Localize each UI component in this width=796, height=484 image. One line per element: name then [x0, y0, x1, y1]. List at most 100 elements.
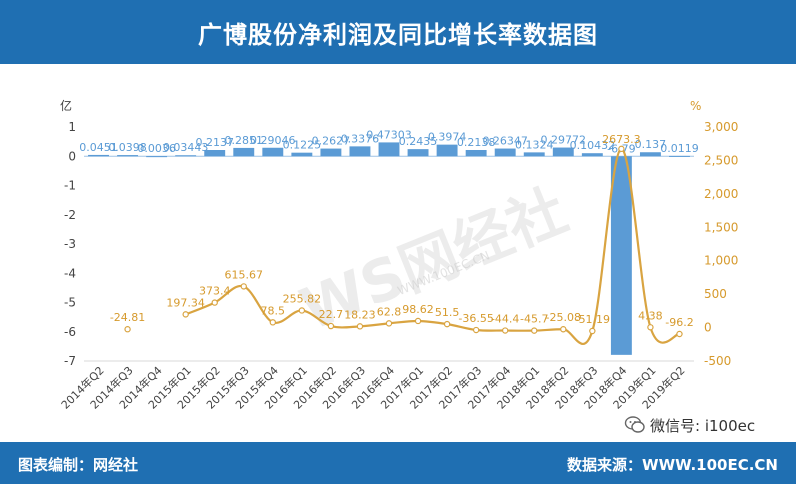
left-tick-label: -5 — [64, 296, 76, 310]
bar — [669, 155, 690, 157]
wechat-badge: 微信号: i100ec — [622, 412, 790, 438]
bar — [117, 155, 139, 157]
growth-value-label: 62.8 — [377, 305, 402, 318]
right-tick-label: -500 — [704, 354, 731, 368]
bar — [204, 149, 226, 157]
growth-value-label: 22.7 — [319, 308, 344, 321]
bar — [465, 149, 487, 157]
bar-value-label: 0.10432 — [570, 139, 616, 152]
bar — [552, 147, 574, 157]
bar — [494, 148, 516, 157]
bar-value-label: 0.2435 — [399, 135, 438, 148]
growth-point — [327, 322, 335, 330]
growth-point — [560, 326, 567, 333]
bar-value-label: 0.3974 — [428, 131, 467, 144]
right-tick-label: 1,000 — [704, 254, 738, 268]
right-tick-label: 3,000 — [704, 120, 738, 134]
growth-value-label: -51.19 — [575, 313, 610, 326]
bar-value-label: 0.0398 — [108, 141, 147, 154]
right-axis-unit: % — [690, 99, 701, 113]
bar — [320, 148, 342, 157]
growth-value-label: 2673.3 — [602, 133, 641, 146]
growth-value-label: 373.4 — [199, 285, 231, 298]
growth-value-label: -45.7 — [520, 313, 548, 326]
growth-point — [647, 324, 654, 331]
growth-point — [298, 307, 306, 314]
growth-value-label: 615.67 — [225, 268, 264, 281]
left-tick-label: -6 — [64, 325, 76, 339]
growth-value-label: -96.2 — [665, 316, 693, 329]
bar — [523, 152, 545, 157]
bar-value-label: 0.0036 — [137, 142, 176, 155]
right-tick-label: 2,500 — [704, 153, 738, 167]
growth-point — [472, 326, 480, 334]
growth-point — [211, 299, 218, 306]
left-tick-label: -7 — [64, 354, 76, 368]
bar-value-label: 0.29772 — [541, 134, 587, 147]
growth-value-label: 4.38 — [638, 309, 663, 322]
right-tick-label: 1,500 — [704, 220, 738, 234]
bar — [639, 152, 661, 157]
growth-value-label: -25.08 — [546, 311, 581, 324]
growth-point — [618, 145, 625, 153]
bar — [581, 153, 603, 157]
right-tick-label: 2,000 — [704, 187, 738, 201]
bar — [436, 144, 458, 157]
growth-point — [240, 283, 247, 290]
bar — [175, 155, 197, 157]
left-tick-label: 0 — [68, 149, 76, 163]
footer-source: 数据来源：WWW.100EC.CN — [567, 456, 778, 474]
bar — [88, 154, 109, 157]
growth-value-label: -36.55 — [458, 312, 493, 325]
bar-value-label: 0.47303 — [366, 128, 412, 141]
growth-value-label: 18.23 — [344, 308, 376, 321]
footer-credit: 图表编制：网经社 — [18, 456, 139, 474]
growth-point — [443, 320, 451, 328]
bar — [233, 147, 255, 157]
bar — [291, 152, 313, 157]
right-tick-label: 500 — [704, 287, 727, 301]
growth-point — [356, 323, 364, 330]
growth-point — [501, 327, 509, 334]
bar-value-label: 0.26347 — [482, 135, 528, 148]
bar-value-label: 0.0451 — [79, 141, 118, 154]
bar-value-label: 0.2627 — [312, 135, 351, 148]
left-axis-unit: 亿 — [60, 98, 72, 113]
growth-point — [385, 320, 393, 327]
left-tick-label: 1 — [68, 120, 76, 134]
bar — [349, 146, 371, 157]
bar — [407, 149, 429, 157]
bar-value-label: 0.29046 — [250, 134, 296, 147]
bar-value-label: 0.3376 — [341, 132, 380, 145]
growth-point — [676, 330, 683, 338]
bar — [146, 156, 168, 158]
bar-value-label: 0.03443 — [163, 141, 209, 154]
left-tick-label: -4 — [64, 266, 76, 280]
bar-value-label: 0.0119 — [660, 142, 699, 155]
left-tick-label: -1 — [64, 179, 76, 193]
growth-value-label: 255.82 — [283, 292, 322, 305]
left-tick-label: -3 — [64, 237, 76, 251]
bar-value-label: 0.2851 — [225, 134, 264, 147]
title-bar: 广博股份净利润及同比增长率数据图 — [0, 0, 796, 64]
wechat-icon — [624, 416, 645, 433]
growth-point — [124, 326, 131, 333]
footer-bar: 图表编制：网经社 数据来源：WWW.100EC.CN — [0, 442, 796, 484]
growth-value-label: -44.4 — [491, 313, 519, 326]
bar-value-label: 0.2137 — [195, 136, 234, 149]
growth-value-label: 197.34 — [166, 296, 205, 309]
growth-point — [589, 327, 596, 335]
growth-point — [531, 327, 538, 334]
growth-value-label: 78.5 — [261, 304, 286, 317]
growth-point — [269, 319, 277, 326]
wechat-id: 微信号: i100ec — [650, 416, 756, 435]
right-tick-label: 0 — [704, 321, 712, 335]
chart-title: 广博股份净利润及同比增长率数据图 — [198, 20, 598, 49]
bar-value-label: 0.1225 — [283, 139, 322, 152]
left-tick-label: -2 — [64, 208, 76, 222]
growth-value-label: -24.81 — [110, 311, 145, 324]
bar-value-label: 0.2138 — [457, 136, 496, 149]
bar — [610, 156, 632, 355]
growth-point — [182, 311, 189, 318]
